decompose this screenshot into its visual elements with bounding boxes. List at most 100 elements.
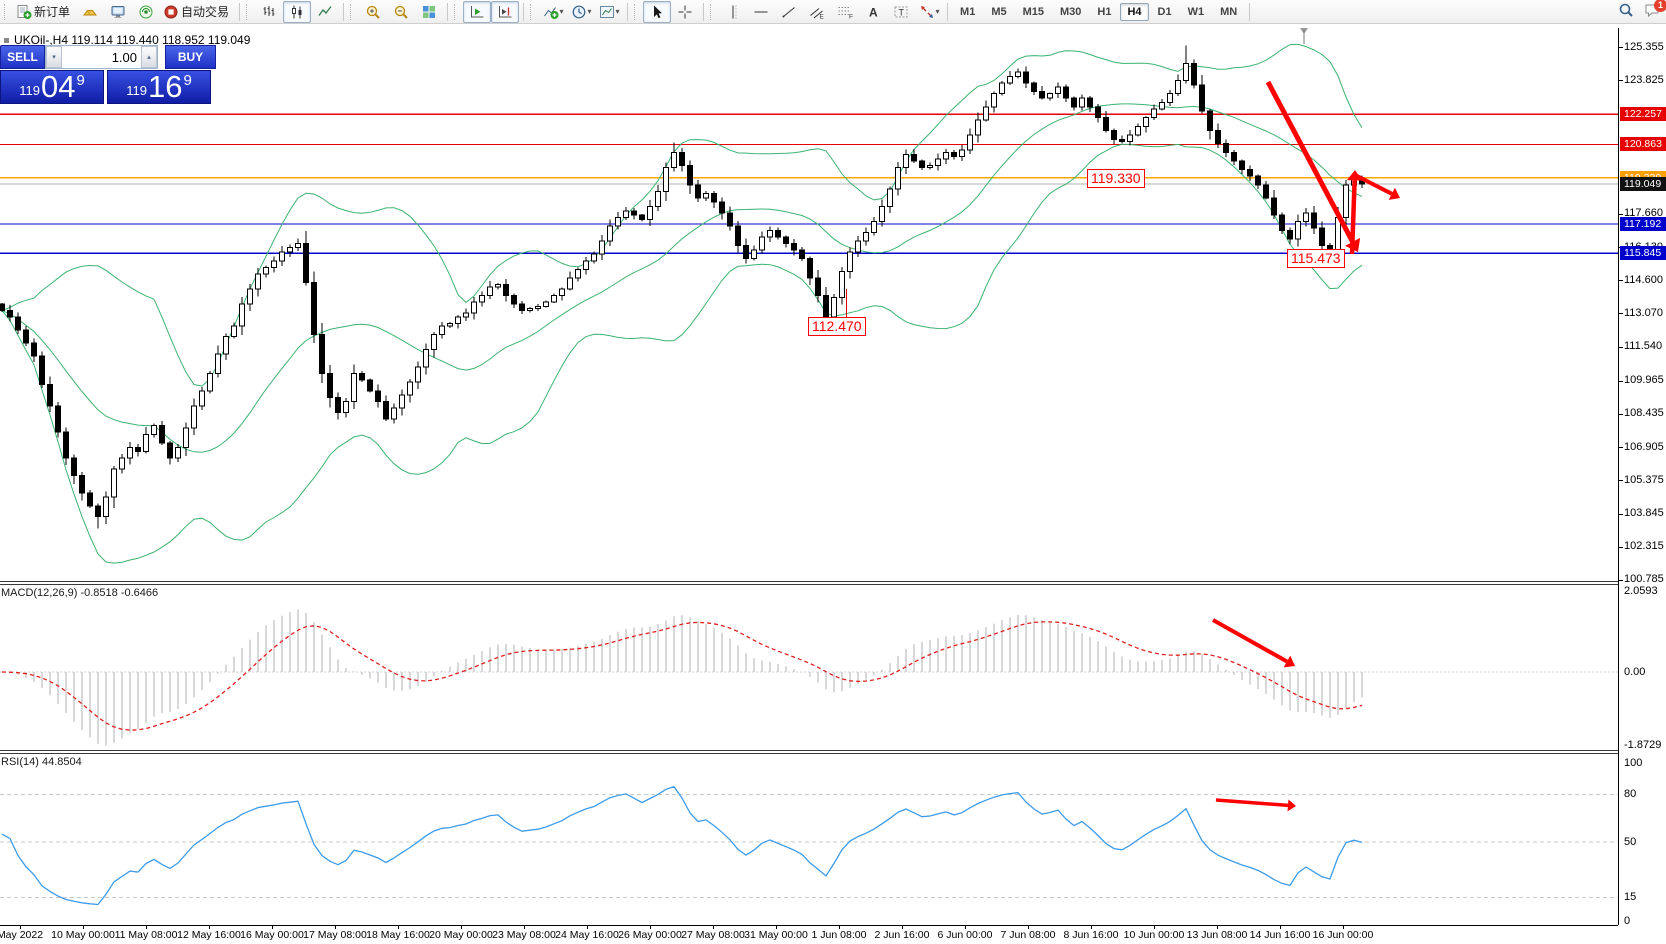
price-level-badge: 115.845 xyxy=(1620,246,1666,260)
bollinger-bands xyxy=(1,43,1363,564)
trendline-button[interactable] xyxy=(775,1,803,23)
price-annotation[interactable]: 115.473 xyxy=(1287,249,1345,268)
axis-tick xyxy=(1618,580,1623,581)
hline-icon xyxy=(754,11,768,12)
gold-button[interactable] xyxy=(76,1,104,23)
trend-arrow[interactable] xyxy=(1215,798,1296,812)
time-axis-label: May 2022 xyxy=(0,929,44,941)
timeframe-h1-button[interactable]: H1 xyxy=(1097,5,1112,18)
price-axis-label: 117.660 xyxy=(1624,207,1663,219)
toolbar-grip xyxy=(4,3,9,20)
buy-price-display[interactable]: 119 16 9 xyxy=(107,70,211,104)
axis-tick xyxy=(1618,214,1623,215)
tile-windows-button[interactable] xyxy=(415,1,443,23)
time-axis-tick xyxy=(1343,925,1344,929)
trend-arrow[interactable] xyxy=(1352,172,1400,200)
price-axis-label: 103.845 xyxy=(1624,507,1664,519)
clock-button[interactable]: ▾ xyxy=(567,1,595,23)
volume-decrease-button[interactable]: ▾ xyxy=(46,46,62,68)
macd-indicator-panel[interactable] xyxy=(0,584,1666,751)
chart-shift-button[interactable] xyxy=(491,0,520,23)
price-annotation[interactable]: 112.470 xyxy=(808,317,866,336)
label-button[interactable]: T xyxy=(887,1,915,23)
crosshair-button[interactable] xyxy=(671,1,699,23)
rsi-axis-label: 80 xyxy=(1624,788,1637,800)
buy-button[interactable]: BUY xyxy=(165,45,216,69)
timeframe-m5-button[interactable]: M5 xyxy=(991,5,1007,18)
time-axis-label: 13 Jun 08:00 xyxy=(1186,929,1248,941)
cursor-button[interactable] xyxy=(643,0,672,23)
horizontal-level-lines xyxy=(0,113,1618,254)
axis-tick xyxy=(1618,47,1623,48)
vline-button[interactable] xyxy=(719,1,747,23)
sell-button[interactable]: SELL xyxy=(0,45,45,69)
chevron-down-icon: ▾ xyxy=(935,7,940,16)
trend-arrow[interactable] xyxy=(1212,618,1295,668)
panel-separator[interactable] xyxy=(0,750,1618,754)
arrows-button[interactable]: ▾ xyxy=(915,1,943,23)
indicators-button[interactable]: ▾ xyxy=(539,1,567,23)
main-price-chart[interactable] xyxy=(0,26,1666,582)
time-axis-tick xyxy=(461,925,462,929)
zoom-out-button[interactable] xyxy=(387,1,415,23)
axis-tick xyxy=(1618,414,1623,415)
new-order-button[interactable]: 新订单 xyxy=(13,1,76,23)
zoom-in-button[interactable] xyxy=(359,1,387,23)
fibo-button[interactable]: F xyxy=(831,1,859,23)
time-axis-tick xyxy=(1028,925,1029,929)
price-axis-label: 108.435 xyxy=(1624,407,1664,419)
time-axis-tick xyxy=(83,925,84,929)
toolbar-separator xyxy=(447,2,449,21)
main-toolbar: 新订单 自动交易 ▾ ▾ ▾ E F A T ▾ M1 M5 M15 M30 H1 H4 D1 W1 MN 1 xyxy=(0,0,1666,24)
chat-button[interactable]: 1 xyxy=(1644,0,1666,23)
time-axis-tick xyxy=(965,925,966,929)
new-order-label: 新订单 xyxy=(34,5,71,19)
line-chart-button[interactable] xyxy=(311,1,339,23)
time-axis-tick xyxy=(776,925,777,929)
template-button[interactable]: ▾ xyxy=(595,1,623,23)
timeframe-m30-button[interactable]: M30 xyxy=(1060,5,1082,18)
volume-input[interactable] xyxy=(62,46,141,68)
text-button[interactable]: A xyxy=(859,1,887,23)
volume-stepper: ▾ ▴ xyxy=(45,45,158,69)
channel-button[interactable]: E xyxy=(803,1,831,23)
buy-price-prefix: 119 xyxy=(126,83,147,98)
chevron-down-icon: ▾ xyxy=(559,7,564,16)
macd-label: MACD(12,26,9) -0.8518 -0.6466 xyxy=(1,587,159,599)
new-order-icon xyxy=(17,4,32,19)
auto-scroll-button[interactable] xyxy=(463,0,492,23)
timeframe-h4-button[interactable]: H4 xyxy=(1120,2,1149,21)
volume-increase-button[interactable]: ▴ xyxy=(141,46,157,68)
sell-price-display[interactable]: 119 04 9 xyxy=(0,70,104,104)
time-axis-line xyxy=(0,925,1618,926)
timeframe-w1-button[interactable]: W1 xyxy=(1187,5,1205,18)
bar-chart-button[interactable] xyxy=(255,1,283,23)
rsi-indicator-panel[interactable] xyxy=(0,753,1666,926)
rsi-axis-label: 15 xyxy=(1624,891,1637,903)
timeframe-mn-button[interactable]: MN xyxy=(1220,5,1238,18)
hline-button[interactable] xyxy=(747,1,775,23)
price-annotation[interactable]: 119.330 xyxy=(1087,169,1145,188)
price-axis-label: 113.070 xyxy=(1624,307,1663,319)
time-axis-tick xyxy=(20,925,21,929)
price-axis-label: 102.315 xyxy=(1624,540,1664,552)
toolbar-separator xyxy=(1249,2,1251,21)
axis-tick xyxy=(1618,347,1623,348)
panel-separator[interactable] xyxy=(0,581,1618,585)
trendline-icon xyxy=(782,6,795,17)
sell-price-prefix: 119 xyxy=(19,83,40,98)
rsi-line xyxy=(1,785,1363,906)
signal-button[interactable] xyxy=(132,1,160,23)
axis-tick xyxy=(1618,80,1623,81)
terminal-button[interactable] xyxy=(104,1,132,23)
timeframe-m15-button[interactable]: M15 xyxy=(1022,5,1044,18)
timeframe-m1-button[interactable]: M1 xyxy=(960,5,976,18)
candle-chart-button[interactable] xyxy=(283,0,312,23)
autotrade-button[interactable]: 自动交易 xyxy=(160,1,235,23)
rsi-axis-label: 50 xyxy=(1624,836,1637,848)
price-axis-label: 105.375 xyxy=(1624,474,1664,486)
chevron-down-icon: ▾ xyxy=(587,7,592,16)
toolbar-separator xyxy=(947,2,949,21)
search-button[interactable] xyxy=(1618,2,1634,23)
timeframe-d1-button[interactable]: D1 xyxy=(1157,5,1172,18)
